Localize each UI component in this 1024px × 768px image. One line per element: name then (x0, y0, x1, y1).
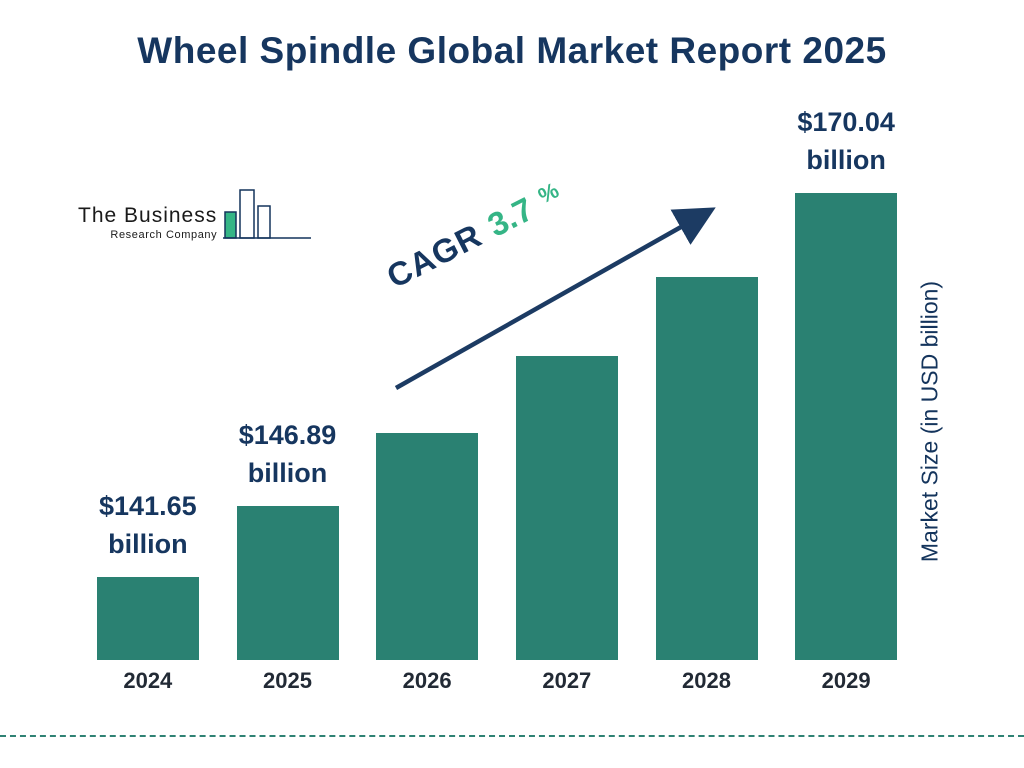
page-title: Wheel Spindle Global Market Report 2025 (137, 30, 887, 71)
bar-2024 (96, 577, 199, 660)
x-axis-label-2027: 2027 (542, 668, 592, 693)
bar-2027 (515, 356, 618, 660)
logo-barchart-icon (223, 182, 313, 249)
value-label-2024: $141.65 billion (99, 491, 197, 559)
y-axis-title-box: Market Size (in USD billion) (780, 270, 1024, 570)
bottom-dashed-divider (0, 735, 1024, 737)
bar-2026 (376, 433, 479, 660)
x-axis-label-2024: 2024 (123, 668, 173, 693)
bar-2029 (795, 193, 898, 660)
company-logo: The Business Research Company (78, 189, 313, 249)
x-axis-label-2028: 2028 (682, 668, 731, 693)
x-axis-label-2026: 2026 (402, 668, 452, 693)
bar-chart-plot-area: $141.65 billion $146.89 billion $170.04 billi… (78, 107, 916, 660)
bar-2025 (236, 506, 339, 660)
logo-line2: Research Company (110, 229, 218, 241)
cagr-trend-arrow (394, 207, 716, 390)
x-axis-labels: 2024 2025 2026 2027 2028 2029 (78, 668, 916, 698)
x-axis-label-2025: 2025 (263, 668, 312, 693)
value-label-2029: $170.04 billion (797, 107, 895, 175)
logo-text: The Business Research Company (78, 204, 217, 241)
logo-line1: The Business (78, 204, 218, 227)
x-axis-label-2029: 2029 (821, 668, 871, 693)
value-label-2025: $146.89 billion (238, 420, 337, 488)
y-axis-title: Market Size (in USD billion) (916, 280, 943, 563)
bar-2028 (655, 277, 758, 660)
